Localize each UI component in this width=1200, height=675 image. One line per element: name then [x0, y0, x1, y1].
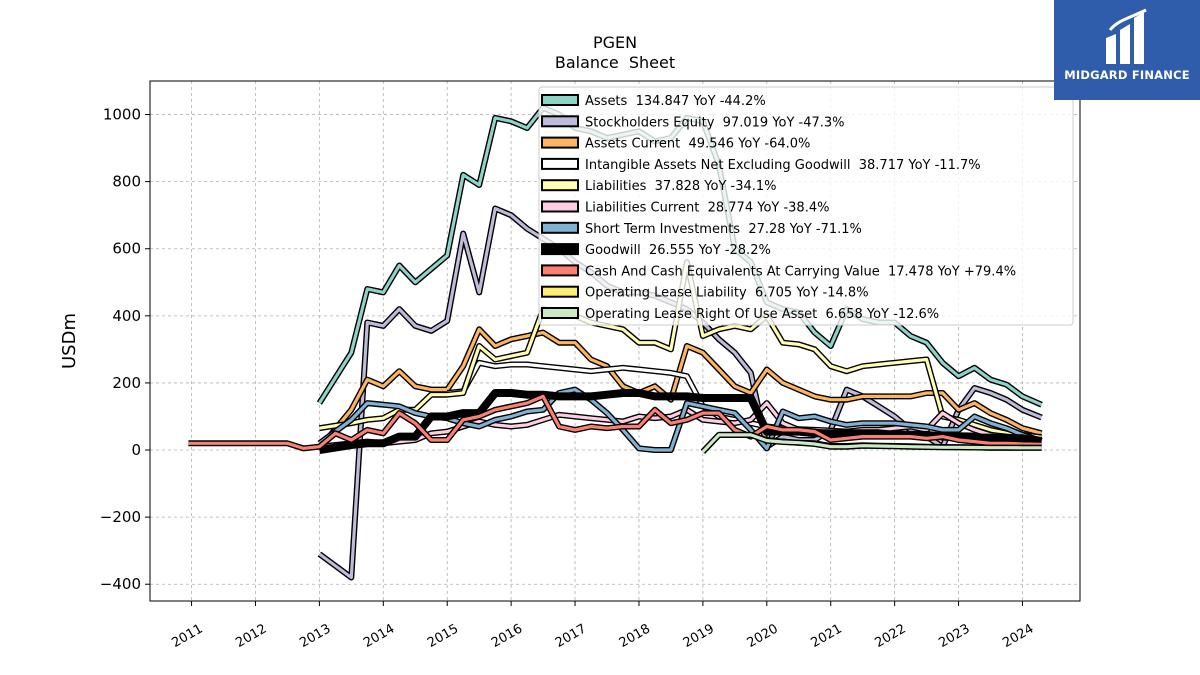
- y-tick-label: −400: [100, 575, 141, 593]
- series-cash-and-cash-equivalents-at-carrying-value: [188, 393, 1042, 452]
- x-tick-label: 2015: [425, 621, 461, 651]
- legend-entry: Goodwill 26.555 YoY -28.2%: [585, 243, 771, 258]
- y-tick-label: −200: [100, 508, 141, 526]
- legend-entry: Operating Lease Liability 6.705 YoY -14.…: [585, 286, 869, 301]
- y-tick-label: 400: [112, 307, 141, 325]
- chart-title: PGEN: [593, 33, 637, 52]
- legend-entry: Liabilities Current 28.774 YoY -38.4%: [585, 201, 829, 216]
- series-line: [188, 394, 1042, 450]
- brand-logo: MIDGARD FINANCE: [1054, 0, 1200, 100]
- x-tick-label: 2014: [361, 621, 397, 651]
- legend-swatch: [541, 264, 579, 277]
- y-tick-label: 200: [112, 374, 141, 392]
- series-assets-current: [317, 326, 1043, 451]
- x-tick-label: 2017: [553, 621, 589, 651]
- y-axis-label: USDm: [59, 313, 80, 369]
- midgard-logo-icon: [1106, 8, 1147, 64]
- legend-entry: Short Term Investments 27.28 YoY -71.1%: [585, 222, 862, 237]
- x-tick-label: 2020: [745, 621, 781, 651]
- legend-entry: Intangible Assets Net Excluding Goodwill…: [585, 158, 981, 173]
- x-tick-label: 2024: [1000, 621, 1036, 651]
- y-tick-label: 0: [131, 441, 141, 459]
- legend-entry: Stockholders Equity 97.019 YoY -47.3%: [585, 115, 845, 130]
- x-tick-label: 2012: [233, 621, 269, 651]
- series-line: [318, 388, 1043, 452]
- series-line: [701, 433, 1042, 453]
- x-tick-label: 2022: [872, 621, 908, 651]
- series-line: [318, 327, 1043, 450]
- legend-swatch: [541, 307, 579, 319]
- y-tick-label: 1000: [103, 106, 141, 124]
- series-operating-lease-right-of-use-asset: [700, 431, 1042, 454]
- legend-entry: Operating Lease Right Of Use Asset 6.658…: [585, 307, 939, 322]
- series-short-term-investments: [317, 386, 1043, 453]
- y-tick-label: 800: [112, 173, 141, 191]
- legend-swatch: [541, 243, 579, 256]
- brand-name: MIDGARD FINANCE: [1064, 68, 1190, 82]
- legend-box: [538, 86, 1074, 326]
- y-tick-label: 600: [112, 240, 141, 258]
- legend-swatch: [541, 200, 579, 213]
- legend-entry: Assets Current 49.546 YoY -64.0%: [585, 137, 810, 152]
- legend-swatch: [541, 285, 579, 298]
- chart-subtitle: Balance Sheet: [555, 53, 675, 72]
- x-tick-label: 2018: [617, 621, 653, 651]
- legend-entry: Liabilities 37.828 YoY -34.1%: [585, 179, 777, 194]
- x-tick-label: 2023: [936, 621, 972, 651]
- plot-frame: [149, 80, 1081, 602]
- x-tick-label: 2016: [489, 621, 525, 651]
- y-axis: −400 −200 0 200 400 600 800 1000: [100, 106, 150, 593]
- x-tick-label: 2011: [169, 621, 205, 651]
- x-tick-label: 2019: [681, 621, 717, 651]
- legend-swatch: [541, 115, 579, 128]
- legend-swatch: [541, 94, 579, 106]
- legend-entry: Cash And Cash Equivalents At Carrying Va…: [585, 264, 1016, 279]
- legend-swatch: [541, 221, 579, 234]
- legend: Assets 134.847 YoY -44.2% Stockholders Eq…: [538, 86, 1074, 326]
- legend-swatch: [541, 157, 579, 170]
- x-tick-label: 2021: [809, 621, 845, 651]
- legend-swatch: [541, 136, 579, 149]
- x-tick-label: 2013: [297, 621, 333, 651]
- x-axis: 2011 2012 2013 2014 2015 2016 2017 2018 2019 2020…: [169, 601, 1036, 651]
- legend-swatch: [541, 179, 579, 192]
- legend-entry: Assets 134.847 YoY -44.2%: [585, 94, 766, 109]
